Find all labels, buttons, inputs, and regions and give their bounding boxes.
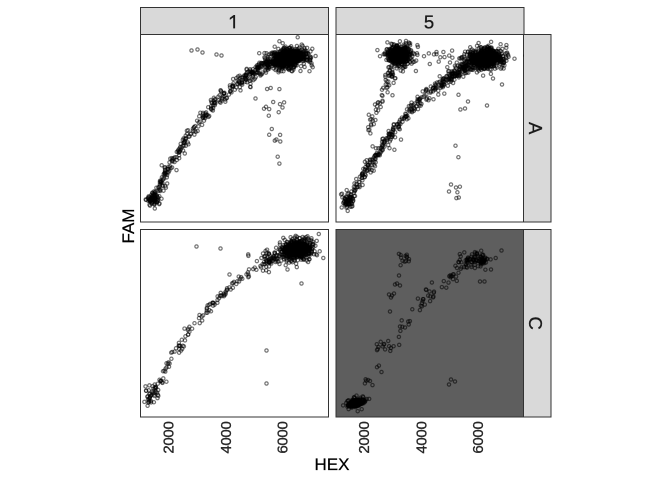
svg-text:4000: 4000 bbox=[413, 422, 430, 454]
svg-text:2000: 2000 bbox=[356, 422, 373, 454]
svg-text:A: A bbox=[525, 122, 546, 135]
svg-text:C: C bbox=[525, 317, 546, 330]
svg-text:2000: 2000 bbox=[161, 422, 178, 454]
svg-text:4000: 4000 bbox=[218, 422, 235, 454]
svg-text:6000: 6000 bbox=[470, 422, 487, 454]
svg-text:5: 5 bbox=[424, 12, 434, 33]
svg-text:HEX: HEX bbox=[315, 455, 350, 474]
svg-text:FAM: FAM bbox=[119, 209, 138, 244]
svg-text:6000: 6000 bbox=[275, 422, 292, 454]
